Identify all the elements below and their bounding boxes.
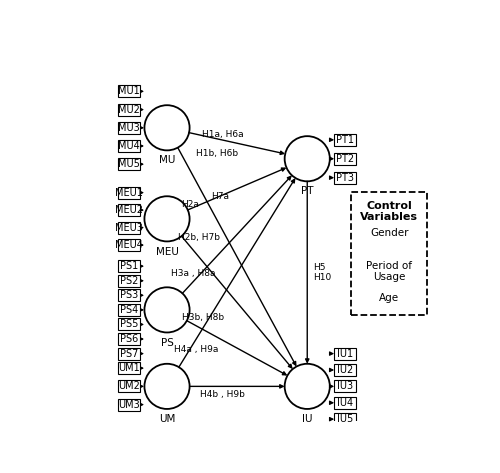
FancyBboxPatch shape (334, 380, 356, 393)
Text: IU: IU (302, 414, 312, 424)
Text: MU4: MU4 (118, 141, 140, 151)
Text: IU5: IU5 (337, 414, 353, 424)
FancyBboxPatch shape (118, 221, 140, 234)
Text: H1a, H6a: H1a, H6a (202, 130, 243, 139)
Text: MU5: MU5 (118, 159, 140, 169)
Text: Age: Age (379, 293, 399, 304)
FancyBboxPatch shape (118, 304, 140, 316)
Text: MEU: MEU (156, 246, 178, 256)
Text: MEU1: MEU1 (115, 188, 143, 198)
Text: UM2: UM2 (118, 381, 140, 391)
Text: PS6: PS6 (120, 334, 139, 344)
Text: PS2: PS2 (120, 276, 139, 286)
FancyBboxPatch shape (118, 140, 140, 152)
Text: H3b, H8b: H3b, H8b (182, 313, 224, 322)
Text: Gender: Gender (370, 228, 408, 238)
Text: Period of
Usage: Period of Usage (366, 261, 412, 282)
FancyBboxPatch shape (118, 104, 140, 115)
Text: IU4: IU4 (337, 398, 353, 408)
FancyBboxPatch shape (334, 348, 356, 359)
FancyBboxPatch shape (334, 397, 356, 409)
FancyBboxPatch shape (118, 399, 140, 411)
Text: IU2: IU2 (337, 365, 353, 375)
Text: PT2: PT2 (336, 154, 354, 164)
FancyBboxPatch shape (334, 172, 356, 184)
FancyBboxPatch shape (118, 239, 140, 251)
Text: MEU2: MEU2 (115, 205, 143, 215)
Text: MU: MU (159, 156, 175, 166)
Text: PS3: PS3 (120, 290, 139, 300)
Text: MU3: MU3 (118, 123, 140, 133)
FancyBboxPatch shape (118, 333, 140, 345)
Text: H1b, H6b: H1b, H6b (196, 149, 238, 158)
Text: MEU3: MEU3 (115, 223, 143, 233)
Text: H3a , H8a: H3a , H8a (170, 269, 215, 278)
Text: H5
H10: H5 H10 (312, 263, 331, 282)
FancyBboxPatch shape (118, 348, 140, 359)
FancyBboxPatch shape (118, 122, 140, 134)
Text: PS1: PS1 (120, 261, 139, 271)
Text: UM3: UM3 (118, 400, 140, 410)
FancyBboxPatch shape (118, 318, 140, 331)
Text: PS5: PS5 (120, 319, 139, 330)
FancyBboxPatch shape (118, 158, 140, 170)
Text: PT3: PT3 (336, 173, 354, 183)
FancyBboxPatch shape (118, 275, 140, 287)
Text: IU3: IU3 (337, 381, 353, 391)
Text: PS4: PS4 (120, 305, 139, 315)
Text: MEU4: MEU4 (115, 240, 143, 250)
Text: H7a: H7a (210, 193, 228, 201)
Text: H2a: H2a (182, 200, 200, 209)
Text: Control
Variables: Control Variables (360, 201, 418, 222)
FancyBboxPatch shape (118, 289, 140, 301)
FancyBboxPatch shape (334, 364, 356, 376)
FancyBboxPatch shape (351, 192, 428, 315)
FancyBboxPatch shape (334, 134, 356, 146)
Text: IU1: IU1 (337, 349, 353, 359)
FancyBboxPatch shape (334, 413, 356, 425)
Text: PT: PT (301, 186, 314, 196)
FancyBboxPatch shape (118, 204, 140, 216)
Text: PS7: PS7 (120, 349, 139, 359)
Text: MU1: MU1 (118, 87, 140, 96)
Text: PS: PS (160, 338, 173, 348)
FancyBboxPatch shape (118, 380, 140, 393)
Text: H4b , H9b: H4b , H9b (200, 390, 245, 399)
FancyBboxPatch shape (118, 260, 140, 272)
Text: PT1: PT1 (336, 135, 354, 145)
FancyBboxPatch shape (118, 362, 140, 374)
Text: MU2: MU2 (118, 105, 140, 114)
Text: UM1: UM1 (118, 363, 140, 373)
FancyBboxPatch shape (118, 85, 140, 97)
Text: H4a , H9a: H4a , H9a (174, 345, 218, 354)
Text: H2b, H7b: H2b, H7b (178, 233, 220, 242)
FancyBboxPatch shape (334, 153, 356, 165)
FancyBboxPatch shape (118, 187, 140, 199)
Text: UM: UM (159, 414, 175, 424)
